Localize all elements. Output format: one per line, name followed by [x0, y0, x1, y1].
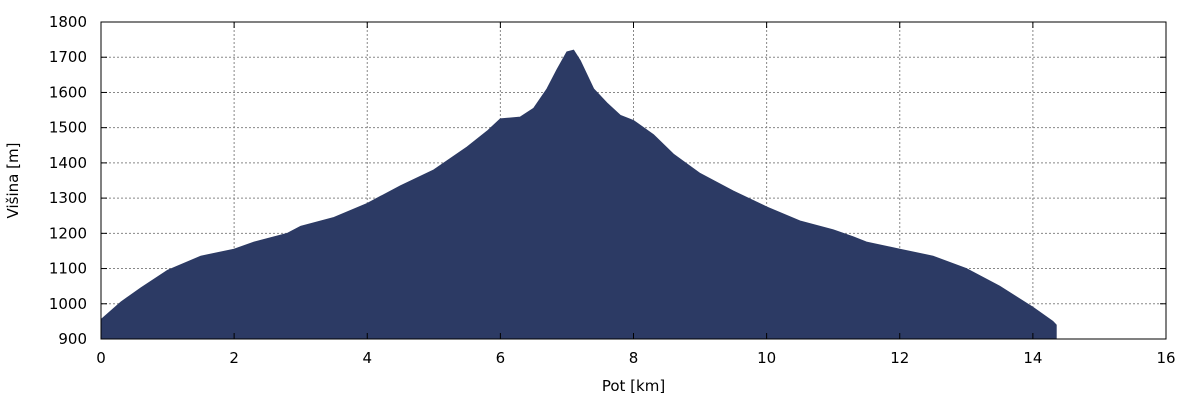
y-tick-label: 1000 [49, 295, 87, 313]
y-tick-label: 900 [58, 330, 87, 348]
x-tick-label: 10 [757, 349, 776, 367]
y-tick-label: 1100 [49, 260, 87, 278]
x-axis-ticks: 0 2 4 6 8 10 12 14 16 [96, 22, 1176, 367]
y-tick-label: 1200 [49, 224, 87, 242]
y-tick-label: 1600 [49, 83, 87, 101]
x-tick-label: 12 [890, 349, 909, 367]
y-tick-label: 1800 [49, 13, 87, 31]
y-axis-label: Višina [m] [4, 143, 22, 219]
y-tick-label: 1400 [49, 154, 87, 172]
x-tick-label: 4 [362, 349, 372, 367]
x-tick-label: 0 [96, 349, 106, 367]
x-tick-label: 2 [229, 349, 239, 367]
x-tick-label: 8 [629, 349, 639, 367]
x-tick-label: 6 [496, 349, 506, 367]
elevation-area-path [100, 49, 1057, 340]
x-tick-label: 16 [1156, 349, 1175, 367]
x-axis-label: Pot [km] [602, 377, 665, 395]
y-tick-label: 1500 [49, 119, 87, 137]
x-tick-label: 14 [1023, 349, 1042, 367]
y-axis-ticks: 900 1000 1100 1200 1300 1400 1500 1600 1700 1800 [49, 13, 1166, 348]
elevation-area [100, 49, 1057, 340]
y-tick-label: 1700 [49, 48, 87, 66]
y-tick-label: 1300 [49, 189, 87, 207]
